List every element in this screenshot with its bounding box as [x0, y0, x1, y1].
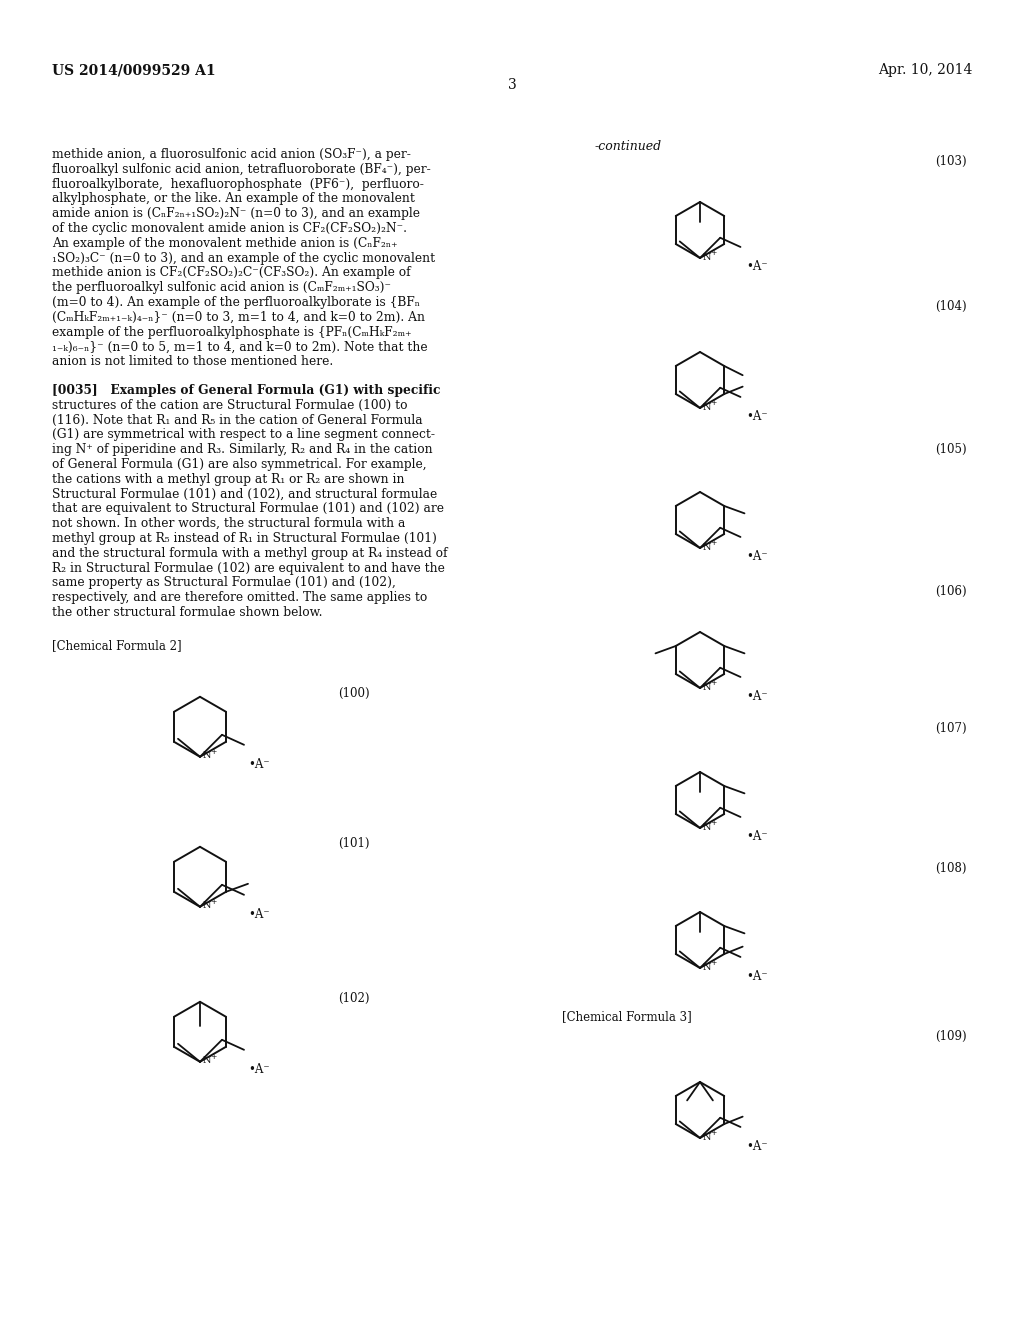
Text: N: N — [703, 1133, 712, 1142]
Text: (103): (103) — [935, 154, 967, 168]
Text: [Chemical Formula 2]: [Chemical Formula 2] — [52, 639, 181, 652]
Text: [Chemical Formula 3]: [Chemical Formula 3] — [562, 1010, 692, 1023]
Text: structures of the cation are Structural Formulae (100) to: structures of the cation are Structural … — [52, 399, 408, 412]
Text: Structural Formulae (101) and (102), and structural formulae: Structural Formulae (101) and (102), and… — [52, 487, 437, 500]
Text: US 2014/0099529 A1: US 2014/0099529 A1 — [52, 63, 216, 77]
Text: alkylphosphate, or the like. An example of the monovalent: alkylphosphate, or the like. An example … — [52, 193, 415, 206]
Text: (106): (106) — [935, 585, 967, 598]
Text: R₂ in Structural Formulae (102) are equivalent to and have the: R₂ in Structural Formulae (102) are equi… — [52, 561, 444, 574]
Text: respectively, and are therefore omitted. The same applies to: respectively, and are therefore omitted.… — [52, 591, 427, 605]
Text: (104): (104) — [935, 300, 967, 313]
Text: +: + — [710, 399, 717, 407]
Text: +: + — [710, 678, 717, 686]
Text: •A⁻: •A⁻ — [248, 908, 269, 921]
Text: (101): (101) — [338, 837, 370, 850]
Text: +: + — [710, 539, 717, 546]
Text: the perfluoroalkyl sulfonic acid anion is (CₘF₂ₘ₊₁SO₃)⁻: the perfluoroalkyl sulfonic acid anion i… — [52, 281, 391, 294]
Text: •A⁻: •A⁻ — [746, 829, 768, 842]
Text: (G1) are symmetrical with respect to a line segment connect-: (G1) are symmetrical with respect to a l… — [52, 429, 435, 441]
Text: N: N — [703, 962, 712, 972]
Text: An example of the monovalent methide anion is (CₙF₂ₙ₊: An example of the monovalent methide ani… — [52, 236, 397, 249]
Text: (116). Note that R₁ and R₅ in the cation of General Formula: (116). Note that R₁ and R₅ in the cation… — [52, 413, 423, 426]
Text: that are equivalent to Structural Formulae (101) and (102) are: that are equivalent to Structural Formul… — [52, 503, 444, 515]
Text: N: N — [703, 543, 712, 552]
Text: ing N⁺ of piperidine and R₃. Similarly, R₂ and R₄ in the cation: ing N⁺ of piperidine and R₃. Similarly, … — [52, 444, 432, 457]
Text: same property as Structural Formulae (101) and (102),: same property as Structural Formulae (10… — [52, 577, 396, 590]
Text: not shown. In other words, the structural formula with a: not shown. In other words, the structura… — [52, 517, 406, 531]
Text: •A⁻: •A⁻ — [746, 549, 768, 562]
Text: N: N — [703, 682, 712, 692]
Text: methide anion, a fluorosulfonic acid anion (SO₃F⁻), a per-: methide anion, a fluorosulfonic acid ani… — [52, 148, 411, 161]
Text: •A⁻: •A⁻ — [746, 1139, 768, 1152]
Text: (108): (108) — [935, 862, 967, 875]
Text: +: + — [710, 249, 717, 257]
Text: anion is not limited to those mentioned here.: anion is not limited to those mentioned … — [52, 355, 333, 368]
Text: •A⁻: •A⁻ — [746, 260, 768, 272]
Text: N: N — [703, 403, 712, 412]
Text: •A⁻: •A⁻ — [746, 689, 768, 702]
Text: (102): (102) — [338, 991, 370, 1005]
Text: +: + — [210, 748, 216, 756]
Text: [0035]   Examples of General Formula (G1) with specific: [0035] Examples of General Formula (G1) … — [52, 384, 440, 397]
Text: •A⁻: •A⁻ — [248, 1064, 269, 1076]
Text: N: N — [703, 252, 712, 261]
Text: 3: 3 — [508, 78, 516, 92]
Text: ₁SO₂)₃C⁻ (n=0 to 3), and an example of the cyclic monovalent: ₁SO₂)₃C⁻ (n=0 to 3), and an example of t… — [52, 252, 435, 264]
Text: methide anion is CF₂(CF₂SO₂)₂C⁻(CF₃SO₂). An example of: methide anion is CF₂(CF₂SO₂)₂C⁻(CF₃SO₂).… — [52, 267, 411, 280]
Text: N: N — [203, 1056, 212, 1065]
Text: ₁₋ₖ)₆₋ₙ}⁻ (n=0 to 5, m=1 to 4, and k=0 to 2m). Note that the: ₁₋ₖ)₆₋ₙ}⁻ (n=0 to 5, m=1 to 4, and k=0 t… — [52, 341, 428, 354]
Text: (m=0 to 4). An example of the perfluoroalkylborate is {BFₙ: (m=0 to 4). An example of the perfluoroa… — [52, 296, 420, 309]
Text: the cations with a methyl group at R₁ or R₂ are shown in: the cations with a methyl group at R₁ or… — [52, 473, 404, 486]
Text: •A⁻: •A⁻ — [746, 969, 768, 982]
Text: (107): (107) — [935, 722, 967, 735]
Text: Apr. 10, 2014: Apr. 10, 2014 — [878, 63, 972, 77]
Text: •A⁻: •A⁻ — [248, 758, 269, 771]
Text: fluoroalkylborate,  hexafluorophosphate  (PF6⁻),  perfluoro-: fluoroalkylborate, hexafluorophosphate (… — [52, 178, 424, 190]
Text: +: + — [210, 1053, 216, 1061]
Text: (CₘHₖF₂ₘ₊₁₋ₖ)₄₋ₙ}⁻ (n=0 to 3, m=1 to 4, and k=0 to 2m). An: (CₘHₖF₂ₘ₊₁₋ₖ)₄₋ₙ}⁻ (n=0 to 3, m=1 to 4, … — [52, 310, 425, 323]
Text: +: + — [710, 1129, 717, 1137]
Text: •A⁻: •A⁻ — [746, 409, 768, 422]
Text: (105): (105) — [935, 444, 967, 455]
Text: amide anion is (CₙF₂ₙ₊₁SO₂)₂N⁻ (n=0 to 3), and an example: amide anion is (CₙF₂ₙ₊₁SO₂)₂N⁻ (n=0 to 3… — [52, 207, 420, 220]
Text: +: + — [210, 898, 216, 906]
Text: (109): (109) — [935, 1030, 967, 1043]
Text: methyl group at R₅ instead of R₁ in Structural Formulae (101): methyl group at R₅ instead of R₁ in Stru… — [52, 532, 437, 545]
Text: fluoroalkyl sulfonic acid anion, tetrafluoroborate (BF₄⁻), per-: fluoroalkyl sulfonic acid anion, tetrafl… — [52, 162, 431, 176]
Text: the other structural formulae shown below.: the other structural formulae shown belo… — [52, 606, 323, 619]
Text: N: N — [703, 822, 712, 832]
Text: +: + — [710, 818, 717, 828]
Text: and the structural formula with a methyl group at R₄ instead of: and the structural formula with a methyl… — [52, 546, 447, 560]
Text: of the cyclic monovalent amide anion is CF₂(CF₂SO₂)₂N⁻.: of the cyclic monovalent amide anion is … — [52, 222, 407, 235]
Text: (100): (100) — [338, 686, 370, 700]
Text: of General Formula (G1) are also symmetrical. For example,: of General Formula (G1) are also symmetr… — [52, 458, 427, 471]
Text: N: N — [203, 751, 212, 760]
Text: -continued: -continued — [595, 140, 663, 153]
Text: N: N — [203, 902, 212, 911]
Text: +: + — [710, 960, 717, 968]
Text: example of the perfluoroalkylphosphate is {PFₙ(CₘHₖF₂ₘ₊: example of the perfluoroalkylphosphate i… — [52, 326, 412, 339]
